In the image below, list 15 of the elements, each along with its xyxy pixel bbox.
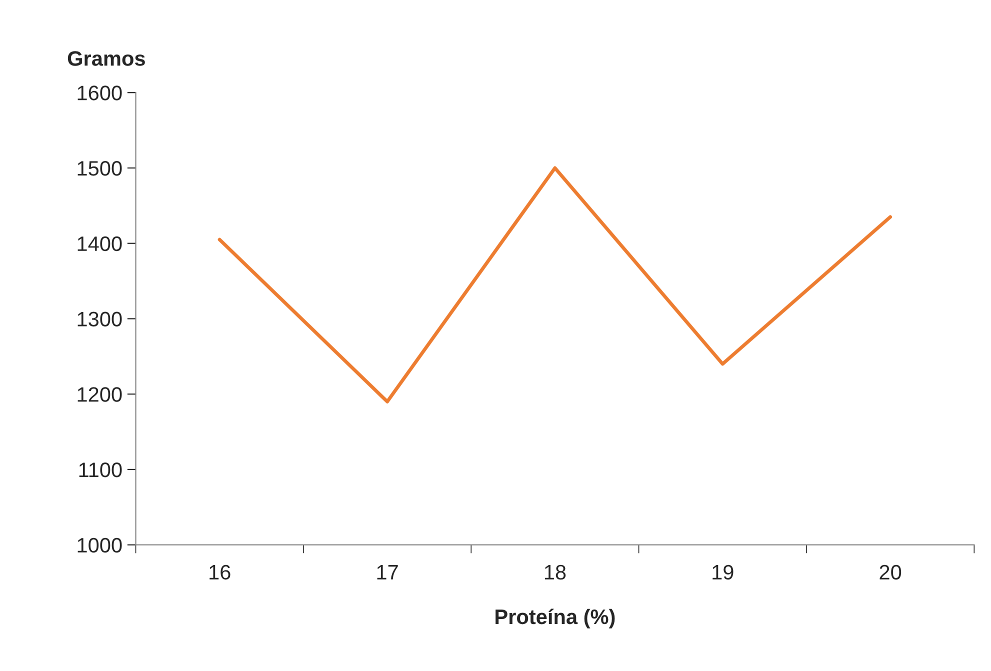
y-tick-label: 1400 — [78, 236, 122, 252]
x-tick-label: 16 — [210, 564, 230, 580]
x-axis-title: Proteína (%) — [496, 608, 615, 628]
y-tick-label: 1500 — [78, 160, 122, 176]
x-tick-label: 18 — [544, 564, 566, 580]
x-tick-label: 19 — [712, 564, 734, 580]
y-tick-label: 1200 — [78, 387, 122, 402]
y-tick-label: 1300 — [78, 312, 122, 326]
y-tick-label: 1600 — [78, 86, 122, 100]
x-tick-label: 20 — [880, 564, 902, 580]
y-axis-title: Gramos — [68, 51, 145, 66]
line-series — [218, 166, 892, 404]
x-tick-label: 17 — [377, 565, 398, 580]
y-tick-label: 1000 — [78, 538, 122, 553]
y-tick-label: 1100 — [79, 462, 122, 478]
